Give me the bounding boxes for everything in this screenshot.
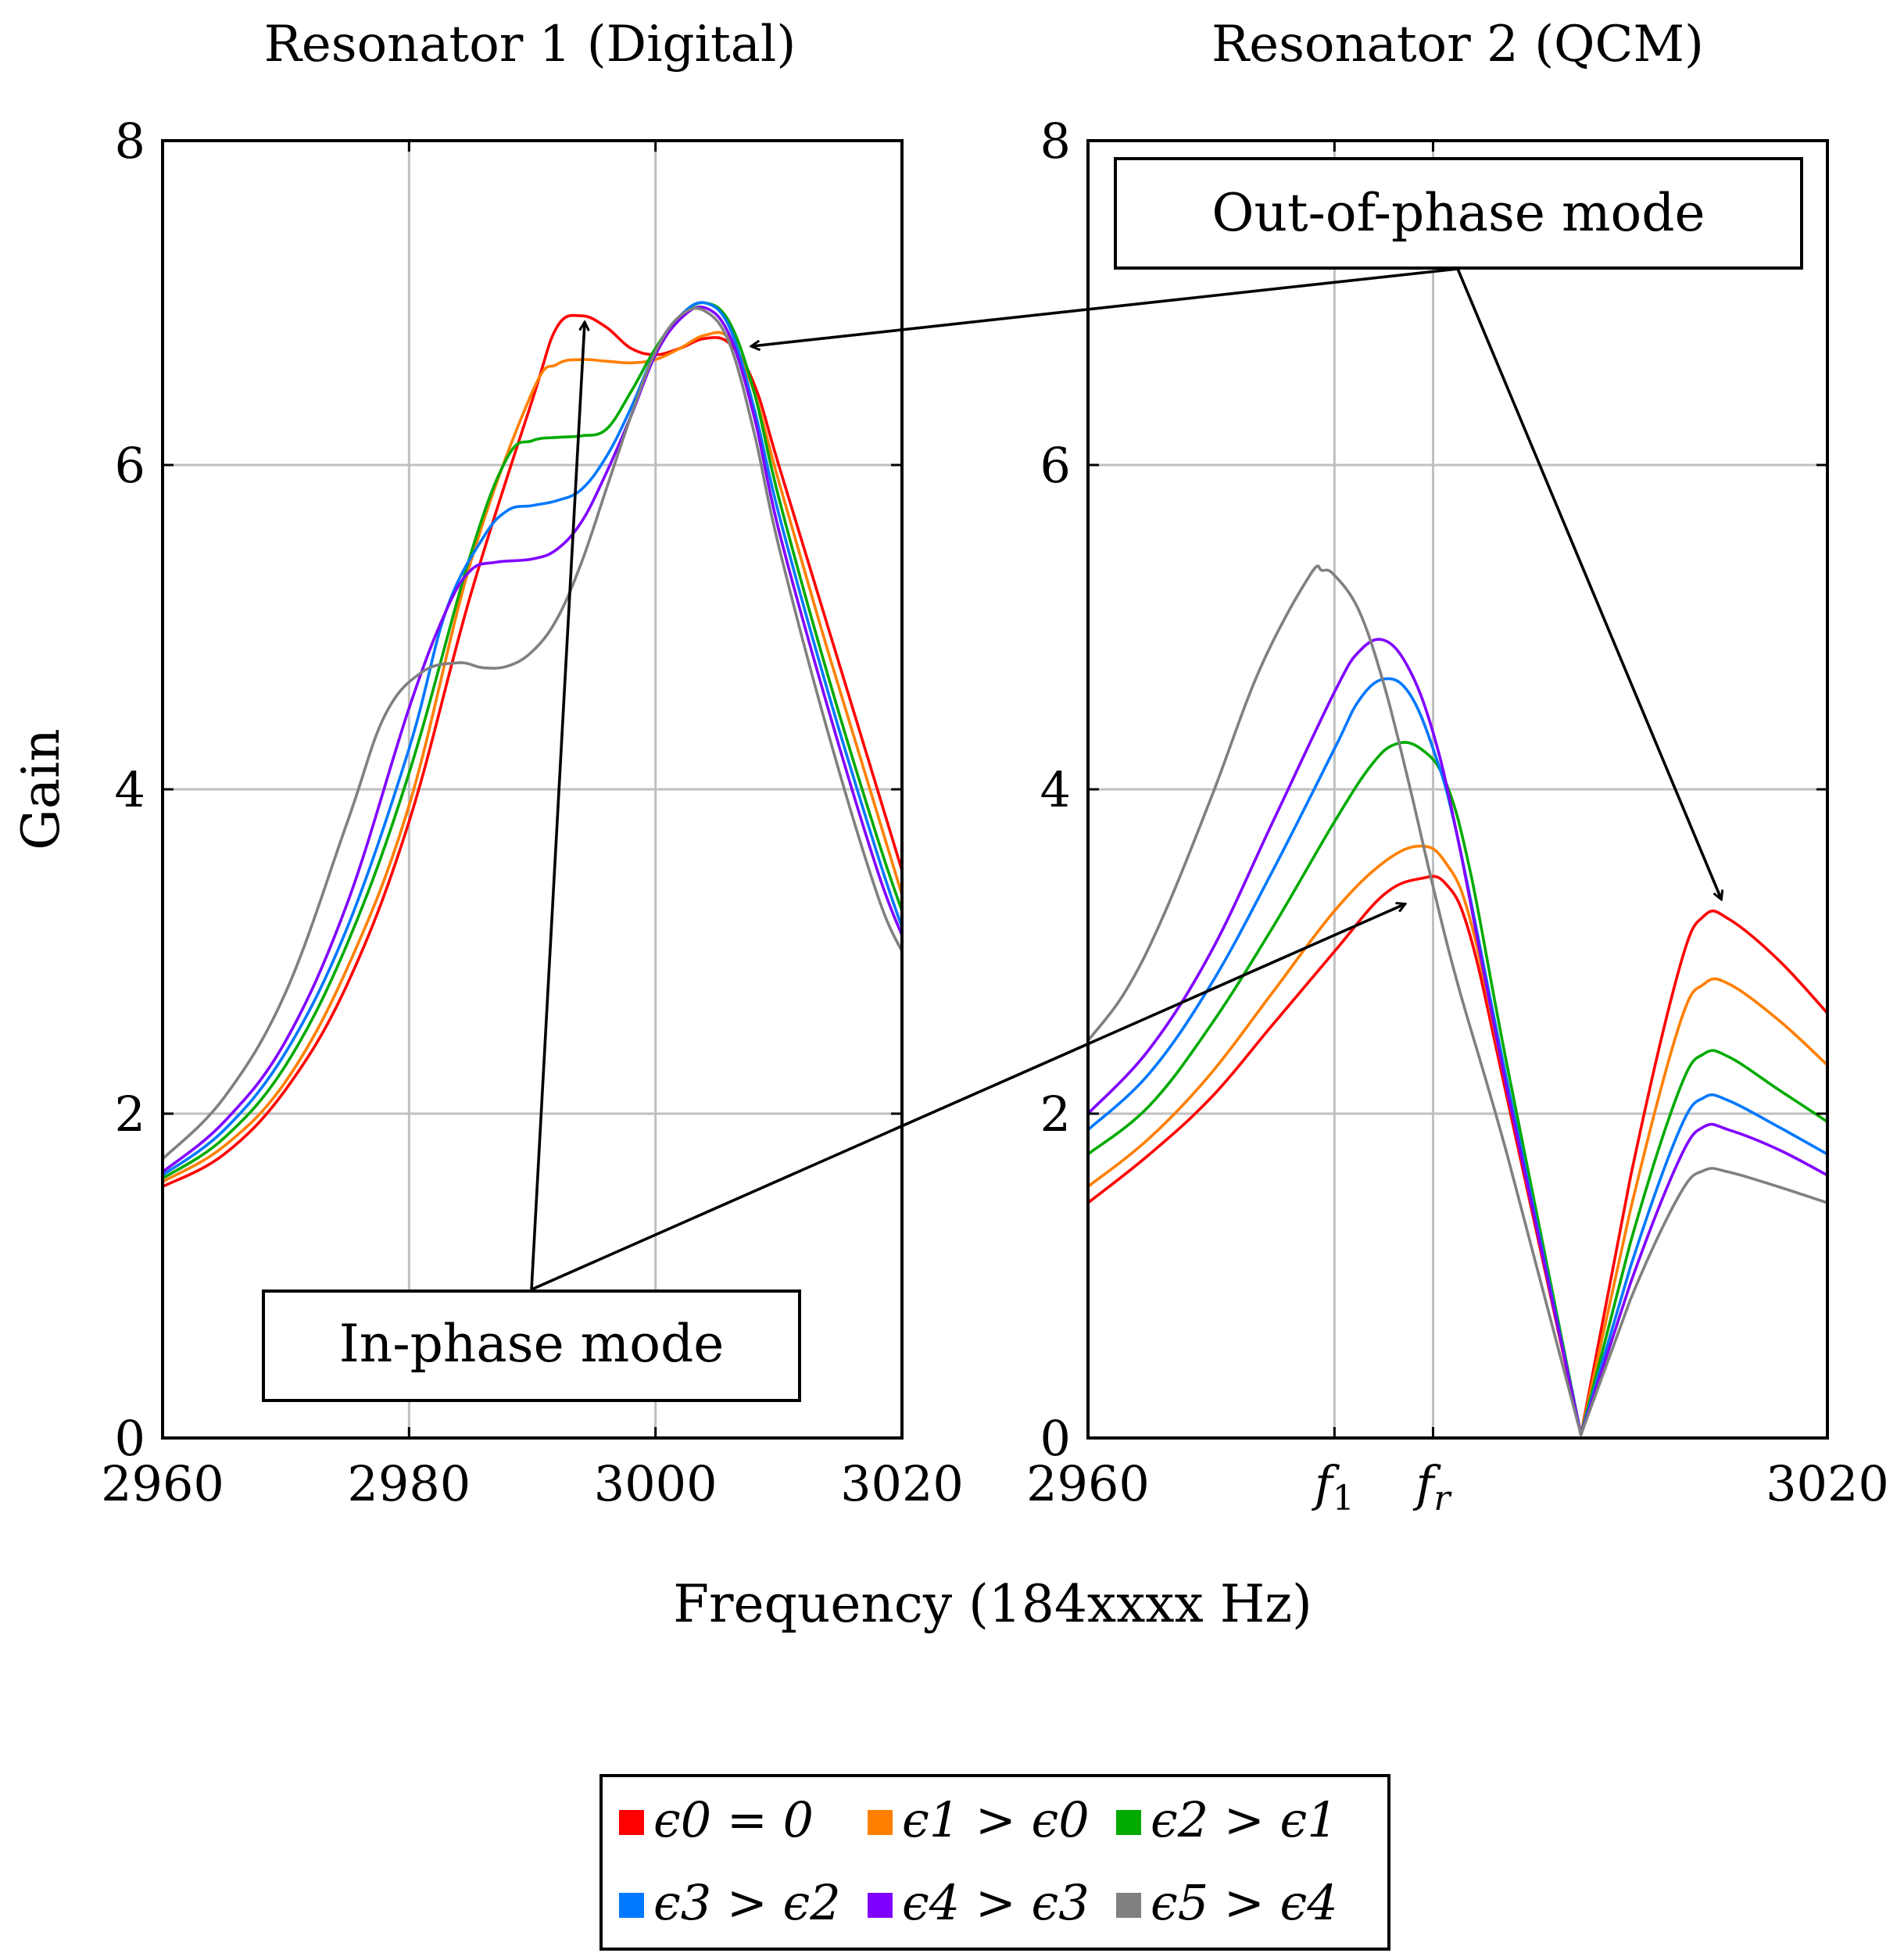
legend-label-0: ϵ0 = 0 bbox=[653, 1791, 814, 1848]
plot2-series-3 bbox=[1086, 677, 1828, 1436]
y-axis-label: Gain bbox=[11, 728, 71, 850]
inphase-arrow-2 bbox=[531, 904, 1405, 1291]
legend-entry-0: ϵ0 = 0 bbox=[619, 1791, 814, 1848]
plot2-ytick-label-1: 2 bbox=[1040, 1086, 1071, 1143]
plot1-ytick-label-0: 0 bbox=[115, 1410, 145, 1467]
legend-swatch-5 bbox=[1116, 1893, 1141, 1918]
plot1-series-0 bbox=[162, 313, 904, 1188]
legend-swatch-0 bbox=[619, 1810, 644, 1835]
plot1-grid bbox=[163, 141, 902, 1438]
legend: ϵ0 = 0 ϵ1 > ϵ0 ϵ2 > ϵ1 ϵ3 > ϵ2 ϵ4 > ϵ3 ϵ5 > ϵ… bbox=[599, 1774, 1390, 1951]
plot1-ytick-label-2: 4 bbox=[115, 761, 145, 818]
plot2-ytick-label-3: 6 bbox=[1040, 437, 1071, 494]
plot2-ytick-label-2: 4 bbox=[1040, 761, 1071, 818]
plot1-xtick-label-1: 2980 bbox=[347, 1455, 471, 1512]
plot1-ytick-label-4: 8 bbox=[115, 113, 145, 170]
inphase-arrow-1 bbox=[530, 323, 585, 1290]
legend-entry-3: ϵ3 > ϵ2 bbox=[619, 1874, 841, 1931]
plot1-title: Resonator 1 (Digital) bbox=[264, 16, 796, 73]
plot1-series-5 bbox=[161, 306, 904, 1161]
legend-entry-1: ϵ1 > ϵ0 bbox=[868, 1791, 1090, 1848]
plot1-xtick-label-2: 3000 bbox=[594, 1455, 718, 1512]
plot2-title: Resonator 2 (QCM) bbox=[1211, 16, 1704, 73]
plot2-series-1 bbox=[1086, 844, 1829, 1436]
plot2-ytick-label-0: 0 bbox=[1040, 1410, 1071, 1467]
legend-swatch-2 bbox=[1116, 1810, 1141, 1835]
plot1-area: 2960 2980 3000 3020 0 2 4 6 8 bbox=[101, 113, 964, 1512]
legend-entry-5: ϵ5 > ϵ4 bbox=[1116, 1874, 1338, 1931]
plot2-ticks: 2960 f1 fr 3020 0 2 4 6 8 bbox=[1026, 113, 1889, 1518]
legend-swatch-1 bbox=[868, 1810, 893, 1835]
legend-label-1: ϵ1 > ϵ0 bbox=[902, 1791, 1090, 1848]
plot1-ytick-label-1: 2 bbox=[115, 1086, 145, 1143]
outphase-annotation: Out-of-phase mode bbox=[1114, 157, 1803, 270]
inphase-label: In-phase mode bbox=[339, 1314, 725, 1374]
plot2-xtick-label-0: 2960 bbox=[1026, 1455, 1150, 1512]
plot1-series-2 bbox=[162, 301, 904, 1180]
outphase-arrow-2 bbox=[1456, 268, 1721, 899]
legend-entry-2: ϵ2 > ϵ1 bbox=[1116, 1791, 1338, 1848]
plot2-area: 2960 f1 fr 3020 0 2 4 6 8 bbox=[1026, 113, 1889, 1518]
legend-frame bbox=[599, 1774, 1390, 1951]
outphase-label: Out-of-phase mode bbox=[1211, 183, 1705, 243]
plot2-series-group bbox=[1086, 564, 1829, 1436]
legend-entry-4: ϵ4 > ϵ3 bbox=[868, 1874, 1090, 1931]
plot2-series-5 bbox=[1086, 564, 1828, 1436]
plot1-series-3 bbox=[161, 301, 904, 1177]
plot2-grid bbox=[1088, 141, 1827, 1438]
plot2-xtick-label-1: f1 bbox=[1312, 1455, 1355, 1518]
plot2-series-0 bbox=[1086, 875, 1829, 1436]
legend-label-5: ϵ5 > ϵ4 bbox=[1151, 1874, 1338, 1931]
plot1-xtick-label-3: 3020 bbox=[840, 1455, 964, 1512]
plot1-xtick-label-0: 2960 bbox=[101, 1455, 224, 1512]
plot1-series-4 bbox=[161, 306, 904, 1174]
plot1-series-1 bbox=[162, 331, 904, 1183]
plot2-xtick-label-3: 3020 bbox=[1766, 1455, 1889, 1512]
legend-label-4: ϵ4 > ϵ3 bbox=[902, 1874, 1090, 1931]
legend-swatch-4 bbox=[868, 1893, 893, 1918]
plot1-ytick-label-3: 6 bbox=[115, 437, 145, 494]
legend-label-3: ϵ3 > ϵ2 bbox=[653, 1874, 841, 1931]
plot1-ticks: 2960 2980 3000 3020 0 2 4 6 8 bbox=[101, 113, 964, 1512]
inphase-annotation: In-phase mode bbox=[262, 1289, 801, 1402]
outphase-arrow-1 bbox=[752, 267, 1458, 346]
legend-swatch-3 bbox=[619, 1893, 644, 1918]
plot2-xtick-label-2: fr bbox=[1412, 1455, 1452, 1518]
plot1-series-group bbox=[161, 301, 904, 1188]
plot2-series-4 bbox=[1086, 638, 1828, 1436]
x-axis-label: Frequency (184xxxx Hz) bbox=[673, 1574, 1312, 1634]
legend-label-2: ϵ2 > ϵ1 bbox=[1151, 1791, 1338, 1848]
plot2-ytick-label-4: 8 bbox=[1040, 113, 1071, 170]
